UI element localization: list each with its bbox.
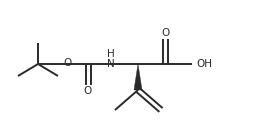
Text: O: O <box>64 58 72 68</box>
Text: O: O <box>84 86 92 96</box>
Text: OH: OH <box>196 59 212 69</box>
Text: N: N <box>107 59 115 69</box>
Polygon shape <box>134 64 142 90</box>
Text: O: O <box>161 28 169 38</box>
Text: H: H <box>107 49 115 59</box>
